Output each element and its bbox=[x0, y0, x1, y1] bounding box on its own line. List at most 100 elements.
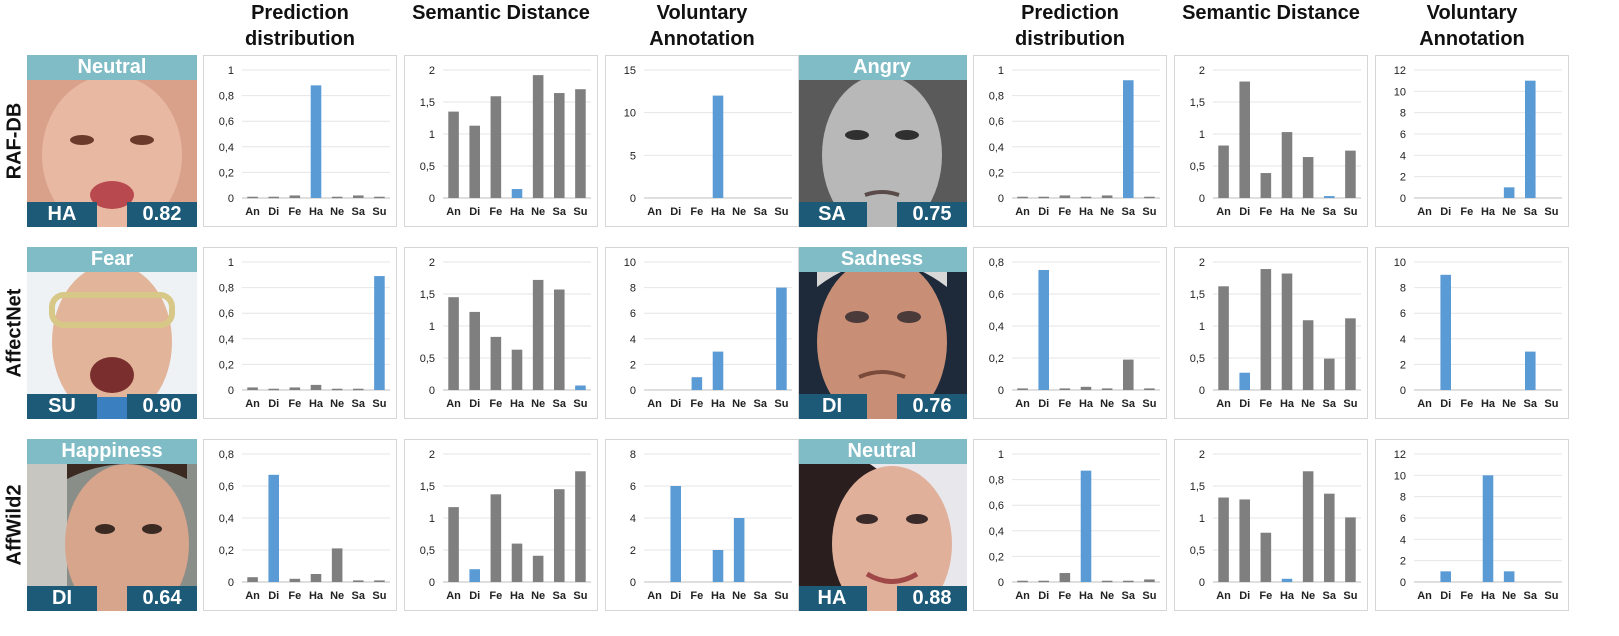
bar-chart-svg: 0 0,2 0,4 0,6 0,8 1 An Di Fe Ha Ne Sa Su bbox=[989, 65, 1160, 218]
x-tick-label: Fe bbox=[1058, 206, 1071, 218]
y-tick-label: 0 bbox=[429, 193, 435, 205]
y-tick-label: 0 bbox=[630, 385, 636, 397]
chart-affwild2-left-prediction: 0 0,2 0,4 0,6 0,8 An Di Fe Ha Ne Sa Su bbox=[203, 439, 397, 611]
bar bbox=[1440, 571, 1451, 582]
bar bbox=[532, 279, 544, 390]
bar bbox=[712, 95, 724, 198]
x-tick-label: An bbox=[1216, 590, 1231, 602]
confidence-value: 0.90 bbox=[127, 394, 197, 419]
y-tick-label: 0,4 bbox=[989, 321, 1004, 333]
y-tick-label: 8 bbox=[1400, 108, 1406, 120]
x-tick-label: Ne bbox=[1100, 590, 1114, 602]
x-tick-label: An bbox=[647, 206, 662, 218]
predicted-label: SU bbox=[27, 394, 97, 419]
x-tick-label: Sa bbox=[352, 398, 366, 410]
y-tick-label: 0,6 bbox=[989, 289, 1004, 301]
y-tick-label: 1,5 bbox=[1190, 481, 1205, 493]
bar bbox=[490, 494, 502, 582]
x-tick-label: Fe bbox=[1460, 206, 1473, 218]
y-tick-label: 0,8 bbox=[219, 283, 234, 295]
y-tick-label: 0,2 bbox=[219, 167, 234, 179]
y-tick-label: 15 bbox=[624, 65, 636, 77]
face-image bbox=[27, 439, 197, 611]
x-tick-label: Su bbox=[774, 590, 788, 602]
face-affwild2-right: Neutral HA 0.88 bbox=[797, 439, 967, 611]
x-tick-label: Ne bbox=[1502, 590, 1516, 602]
y-tick-label: 0,2 bbox=[989, 353, 1004, 365]
predicted-label: DI bbox=[797, 394, 867, 419]
x-tick-label: Ha bbox=[309, 398, 324, 410]
y-tick-label: 0 bbox=[1400, 385, 1406, 397]
y-tick-label: 4 bbox=[630, 334, 636, 346]
y-tick-label: 2 bbox=[429, 449, 435, 461]
x-tick-label: Su bbox=[1544, 590, 1558, 602]
bar bbox=[532, 75, 544, 198]
bar bbox=[289, 578, 301, 582]
x-tick-label: Ne bbox=[330, 590, 344, 602]
chart-rafdb-right-semantic: 0 0,5 1 1,5 2 An Di Fe Ha Ne Sa Su bbox=[1174, 55, 1368, 227]
x-tick-label: Sa bbox=[1323, 206, 1337, 218]
emotion-label: Neutral bbox=[27, 55, 197, 80]
x-tick-label: Fe bbox=[288, 590, 301, 602]
chart-affectnet-right-semantic: 0 0,5 1 1,5 2 An Di Fe Ha Ne Sa Su bbox=[1174, 247, 1368, 419]
bar bbox=[1080, 470, 1092, 582]
x-tick-label: Sa bbox=[754, 398, 768, 410]
y-tick-label: 1 bbox=[429, 321, 435, 333]
y-tick-label: 10 bbox=[1394, 257, 1406, 269]
bar bbox=[247, 196, 258, 199]
x-tick-label: Ha bbox=[1481, 206, 1496, 218]
bar bbox=[1281, 132, 1293, 198]
bar-chart-svg: 0 2 4 6 8 An Di Fe Ha Ne Sa Su bbox=[630, 449, 792, 602]
bar bbox=[1080, 386, 1092, 390]
face-image bbox=[27, 247, 197, 419]
bar bbox=[532, 555, 544, 582]
y-tick-label: 10 bbox=[624, 257, 636, 269]
bar bbox=[712, 550, 724, 582]
row-label-affectnet: AffectNet bbox=[3, 288, 26, 378]
bar bbox=[1059, 388, 1071, 390]
y-tick-label: 0 bbox=[630, 577, 636, 589]
bar bbox=[469, 569, 480, 582]
bar bbox=[448, 297, 459, 390]
x-tick-label: Su bbox=[1544, 398, 1558, 410]
y-tick-label: 12 bbox=[1394, 65, 1406, 77]
bar bbox=[1345, 318, 1356, 390]
y-tick-label: 8 bbox=[630, 449, 636, 461]
y-tick-label: 1 bbox=[1199, 129, 1205, 141]
chart-rafdb-right-voluntary: 0 2 4 6 8 10 12 An Di Fe Ha Ne Sa Su bbox=[1375, 55, 1569, 227]
x-tick-label: Ne bbox=[1100, 206, 1114, 218]
bar bbox=[1080, 196, 1092, 199]
bar bbox=[1144, 196, 1155, 199]
x-tick-label: Fe bbox=[1259, 590, 1272, 602]
bar-chart-svg: 0 0,5 1 1,5 2 An Di Fe Ha Ne Sa Su bbox=[1190, 449, 1361, 602]
emotion-label: Sadness bbox=[797, 247, 967, 272]
header-right-prediction: Prediction distribution bbox=[1015, 2, 1125, 50]
x-tick-label: Su bbox=[372, 206, 386, 218]
y-tick-label: 0 bbox=[429, 577, 435, 589]
bar bbox=[691, 377, 703, 390]
y-tick-label: 6 bbox=[1400, 129, 1406, 141]
bar bbox=[331, 196, 343, 199]
y-tick-label: 0 bbox=[228, 577, 234, 589]
x-tick-label: Ha bbox=[309, 590, 324, 602]
header-left-semantic: Semantic Distance bbox=[412, 2, 590, 24]
x-tick-label: An bbox=[1015, 206, 1030, 218]
y-tick-label: 0,8 bbox=[989, 91, 1004, 103]
x-tick-label: An bbox=[1216, 398, 1231, 410]
bar bbox=[1525, 80, 1536, 198]
x-tick-label: Ha bbox=[510, 590, 525, 602]
bar bbox=[554, 289, 565, 390]
chart-rafdb-left-prediction: 0 0,2 0,4 0,6 0,8 1 An Di Fe Ha Ne Sa Su bbox=[203, 55, 397, 227]
bar bbox=[247, 577, 258, 582]
x-tick-label: Ha bbox=[510, 206, 525, 218]
bar-chart-svg: 0 2 4 6 8 10 An Di Fe Ha Ne Sa Su bbox=[624, 257, 792, 410]
x-tick-label: Ne bbox=[732, 398, 746, 410]
bar bbox=[310, 574, 322, 582]
bar bbox=[1144, 579, 1155, 582]
y-tick-label: 0 bbox=[1400, 193, 1406, 205]
y-tick-label: 12 bbox=[1394, 449, 1406, 461]
bar bbox=[712, 351, 724, 390]
x-tick-label: Ha bbox=[1481, 398, 1496, 410]
x-tick-label: Ne bbox=[330, 398, 344, 410]
bar bbox=[1281, 273, 1293, 390]
